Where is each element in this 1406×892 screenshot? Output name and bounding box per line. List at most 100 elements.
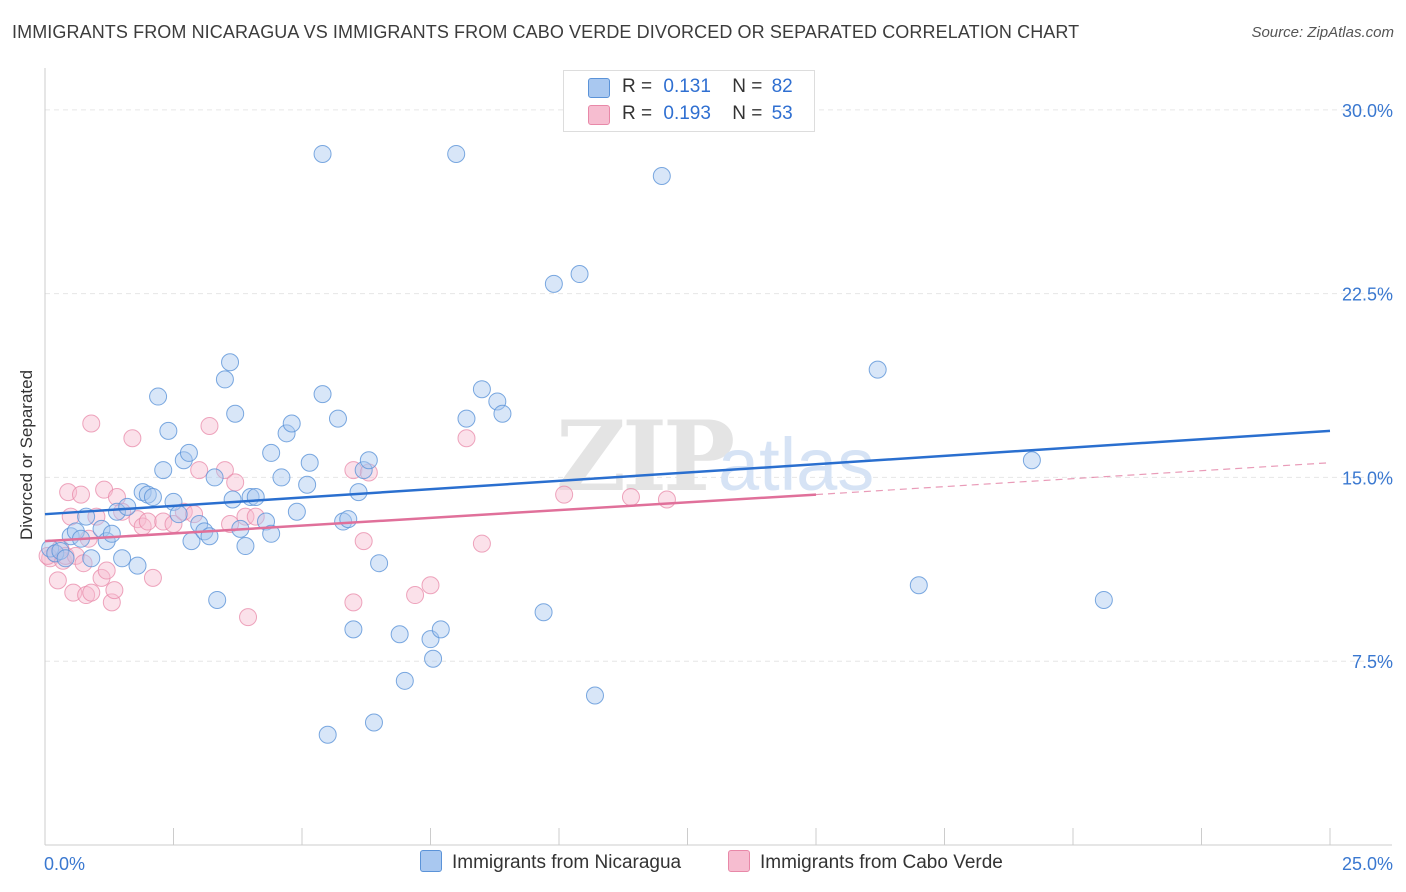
point-cabo-verde (71, 485, 90, 504)
point-nicaragua (287, 502, 306, 521)
point-nicaragua (205, 468, 224, 487)
point-nicaragua (349, 483, 368, 502)
point-nicaragua (236, 537, 255, 556)
point-nicaragua (102, 524, 121, 543)
series-cabo-verde-points (38, 414, 676, 627)
point-nicaragua (364, 713, 383, 732)
grid-lines (45, 109, 1392, 662)
tick-labels: 7.5% 15.0% 22.5% 30.0% 0.0% 25.0% (44, 101, 1393, 874)
point-nicaragua (493, 404, 512, 423)
point-nicaragua (359, 451, 378, 470)
point-cabo-verde (344, 461, 363, 480)
point-nicaragua (82, 549, 101, 568)
bottom-legend-cabo-verde: Immigrants from Cabo Verde (728, 850, 1003, 874)
point-nicaragua (154, 461, 173, 480)
y-tick-label: 15.0% (1342, 468, 1393, 488)
point-cabo-verde (105, 581, 124, 600)
point-nicaragua (447, 144, 466, 163)
point-nicaragua (226, 404, 245, 423)
point-nicaragua (277, 424, 296, 443)
point-nicaragua (390, 625, 409, 644)
point-nicaragua (585, 686, 604, 705)
trend-lines (44, 429, 1331, 543)
legend-n-value: 82 (771, 76, 793, 97)
point-cabo-verde (226, 473, 245, 492)
legend-r-value: 0.131 (663, 76, 711, 97)
point-nicaragua (208, 590, 227, 609)
trend-line-cabo-verde (44, 493, 817, 543)
point-nicaragua (215, 370, 234, 389)
point-nicaragua (282, 414, 301, 433)
point-nicaragua (223, 490, 242, 509)
axes (44, 68, 1392, 846)
point-nicaragua (472, 380, 491, 399)
point-nicaragua (262, 524, 281, 543)
point-cabo-verde (421, 576, 440, 595)
legend-n-value: 53 (771, 103, 793, 124)
point-nicaragua (909, 576, 928, 595)
point-nicaragua (344, 620, 363, 639)
point-nicaragua (138, 485, 157, 504)
point-nicaragua (113, 549, 132, 568)
bottom-legend-swatch-pink (728, 850, 750, 872)
point-nicaragua (272, 468, 291, 487)
point-nicaragua (118, 497, 137, 516)
watermark-zip: ZIP (556, 400, 733, 513)
point-nicaragua (262, 443, 281, 462)
point-cabo-verde (190, 461, 209, 480)
point-cabo-verde (555, 485, 574, 504)
legend-text-cabo-verde: R = 0.193 N = 53 (622, 103, 793, 125)
point-nicaragua (534, 603, 553, 622)
point-cabo-verde (215, 461, 234, 480)
point-nicaragua (652, 167, 671, 186)
point-nicaragua (318, 725, 337, 744)
point-cabo-verde (621, 488, 640, 507)
point-cabo-verde (359, 463, 378, 482)
point-nicaragua (159, 421, 178, 440)
point-nicaragua (169, 505, 188, 524)
point-cabo-verde (657, 490, 676, 509)
legend-r-label: R = (622, 76, 653, 97)
point-nicaragua (149, 387, 168, 406)
source-label: Source: ZipAtlas.com (1251, 24, 1394, 41)
point-nicaragua (431, 620, 450, 639)
y-tick-label: 30.0% (1342, 101, 1393, 121)
point-cabo-verde (239, 608, 258, 627)
point-cabo-verde (77, 586, 96, 605)
trend-line-cabo-verde-extension (815, 462, 1331, 496)
point-nicaragua (221, 353, 240, 372)
point-nicaragua (457, 409, 476, 428)
point-cabo-verde (344, 593, 363, 612)
legend-n-label: N = (732, 76, 763, 97)
point-nicaragua (313, 144, 332, 163)
point-cabo-verde (82, 583, 101, 602)
point-nicaragua (868, 360, 887, 379)
point-cabo-verde (457, 429, 476, 448)
bottom-legend-swatch-blue (420, 850, 442, 872)
point-cabo-verde (138, 512, 157, 531)
point-nicaragua (328, 409, 347, 428)
point-nicaragua (133, 483, 152, 502)
x-tick-label-min: 0.0% (44, 854, 85, 874)
y-tick-label: 22.5% (1342, 285, 1393, 305)
point-cabo-verde (472, 534, 491, 553)
bottom-legend-label-nicaragua: Immigrants from Nicaragua (452, 852, 682, 873)
point-cabo-verde (200, 416, 219, 435)
point-nicaragua (370, 554, 389, 573)
bottom-legend-label-cabo-verde: Immigrants from Cabo Verde (760, 852, 1003, 873)
point-nicaragua (313, 385, 332, 404)
point-nicaragua (395, 671, 414, 690)
point-cabo-verde (154, 512, 173, 531)
point-nicaragua (46, 544, 65, 563)
legend-n-label: N = (732, 103, 763, 124)
point-nicaragua (1022, 451, 1041, 470)
point-nicaragua (179, 443, 198, 462)
point-nicaragua (298, 475, 317, 494)
point-nicaragua (246, 488, 265, 507)
legend-text-nicaragua: R = 0.131 N = 82 (622, 76, 793, 98)
point-nicaragua (354, 461, 373, 480)
legend-r-value: 0.193 (663, 103, 711, 124)
point-cabo-verde (48, 571, 67, 590)
point-nicaragua (424, 649, 443, 668)
